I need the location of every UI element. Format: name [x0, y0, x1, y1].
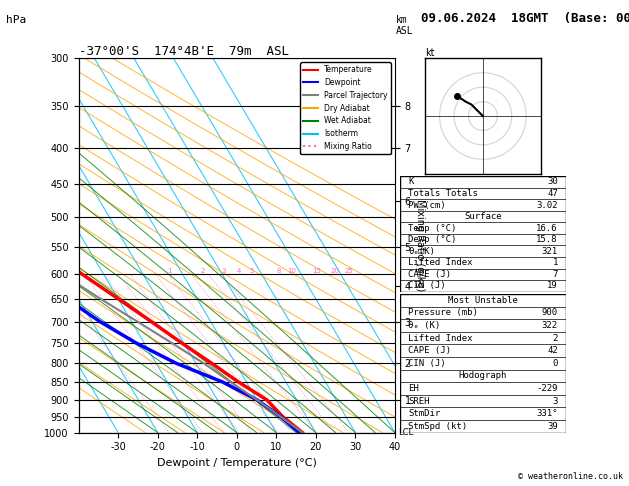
Text: 3: 3 — [221, 268, 226, 274]
Text: 16.6: 16.6 — [537, 224, 558, 233]
Text: StmSpd (kt): StmSpd (kt) — [408, 422, 467, 431]
Text: SREH: SREH — [408, 397, 430, 405]
Text: K: K — [408, 177, 413, 187]
Text: Surface: Surface — [464, 212, 502, 221]
Text: CAPE (J): CAPE (J) — [408, 346, 451, 355]
Text: 321: 321 — [542, 247, 558, 256]
Text: 7: 7 — [552, 270, 558, 279]
Text: 39: 39 — [547, 422, 558, 431]
Text: 4: 4 — [237, 268, 242, 274]
Text: 322: 322 — [542, 321, 558, 330]
Text: 15: 15 — [312, 268, 321, 274]
Text: 331°: 331° — [537, 409, 558, 418]
Text: 2: 2 — [201, 268, 205, 274]
Text: 8: 8 — [276, 268, 281, 274]
Text: Hodograph: Hodograph — [459, 371, 507, 381]
Text: 15.8: 15.8 — [537, 235, 558, 244]
Text: 1: 1 — [552, 258, 558, 267]
Text: EH: EH — [408, 384, 419, 393]
Text: 900: 900 — [542, 309, 558, 317]
Text: km
ASL: km ASL — [396, 15, 414, 36]
Text: -37°00'S  174°4B'E  79m  ASL: -37°00'S 174°4B'E 79m ASL — [79, 45, 289, 58]
Text: 09.06.2024  18GMT  (Base: 00): 09.06.2024 18GMT (Base: 00) — [421, 12, 629, 25]
Text: 5: 5 — [249, 268, 253, 274]
Text: Most Unstable: Most Unstable — [448, 296, 518, 305]
Text: 10: 10 — [287, 268, 296, 274]
Text: hPa: hPa — [6, 15, 26, 25]
Text: 19: 19 — [547, 281, 558, 290]
Text: StmDir: StmDir — [408, 409, 440, 418]
Text: CIN (J): CIN (J) — [408, 359, 445, 368]
Text: -229: -229 — [537, 384, 558, 393]
Text: Pressure (mb): Pressure (mb) — [408, 309, 478, 317]
Text: 2: 2 — [552, 333, 558, 343]
Text: 3: 3 — [552, 397, 558, 405]
Text: 20: 20 — [330, 268, 339, 274]
Text: Lifted Index: Lifted Index — [408, 258, 472, 267]
Text: Lifted Index: Lifted Index — [408, 333, 472, 343]
Text: 3.02: 3.02 — [537, 201, 558, 209]
Legend: Temperature, Dewpoint, Parcel Trajectory, Dry Adiabat, Wet Adiabat, Isotherm, Mi: Temperature, Dewpoint, Parcel Trajectory… — [300, 62, 391, 154]
Text: θₑ(K): θₑ(K) — [408, 247, 435, 256]
Y-axis label: Mixing Ratio (g/kg): Mixing Ratio (g/kg) — [415, 199, 425, 292]
X-axis label: Dewpoint / Temperature (°C): Dewpoint / Temperature (°C) — [157, 458, 316, 468]
Text: 0: 0 — [552, 359, 558, 368]
Text: kt: kt — [425, 48, 435, 58]
Text: 30: 30 — [547, 177, 558, 187]
Text: 47: 47 — [547, 189, 558, 198]
Text: CAPE (J): CAPE (J) — [408, 270, 451, 279]
Text: LCL: LCL — [398, 428, 413, 437]
Text: © weatheronline.co.uk: © weatheronline.co.uk — [518, 472, 623, 481]
Text: 42: 42 — [547, 346, 558, 355]
Text: 1: 1 — [167, 268, 171, 274]
Text: Temp (°C): Temp (°C) — [408, 224, 457, 233]
Text: PW (cm): PW (cm) — [408, 201, 445, 209]
Text: Dewp (°C): Dewp (°C) — [408, 235, 457, 244]
Text: CIN (J): CIN (J) — [408, 281, 445, 290]
Text: θₑ (K): θₑ (K) — [408, 321, 440, 330]
Text: 25: 25 — [345, 268, 353, 274]
Text: Totals Totals: Totals Totals — [408, 189, 478, 198]
